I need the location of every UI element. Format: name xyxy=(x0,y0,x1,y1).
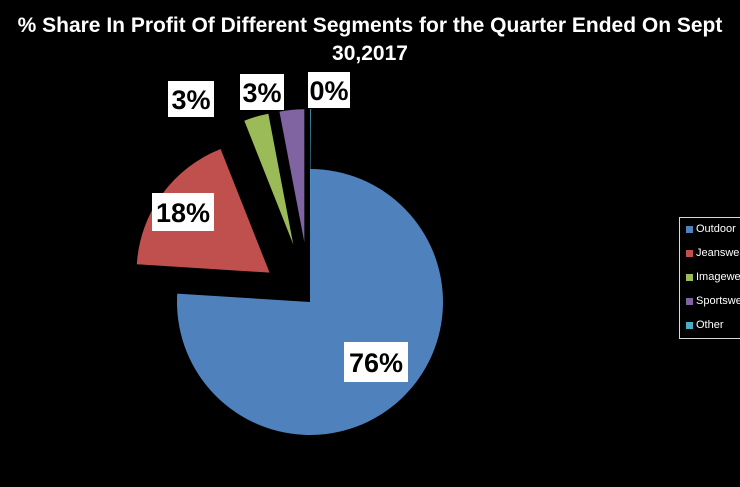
data-label-box xyxy=(344,342,408,382)
legend-label: Other xyxy=(696,319,724,331)
data-label-box xyxy=(308,72,350,108)
legend-label: Sportswear xyxy=(696,295,740,307)
data-label-text: 18% xyxy=(156,198,210,228)
chart-title-line2: 30,2017 xyxy=(332,42,408,65)
legend-item-outdoor: Outdoor xyxy=(686,222,736,236)
legend-swatch xyxy=(686,321,693,329)
legend-swatch xyxy=(686,225,693,233)
legend-item-sportswear: Sportswear xyxy=(686,294,740,308)
legend-item-other: Other xyxy=(686,318,724,332)
data-label-text: 0% xyxy=(309,76,348,106)
data-label-sportswear: 3% xyxy=(240,74,284,110)
legend-item-imagewear: Imagewear xyxy=(686,270,740,284)
data-label-text: 3% xyxy=(242,78,281,108)
legend-label: Imagewear xyxy=(696,271,740,283)
data-label-other: 0% xyxy=(308,72,350,108)
pie-slice-other xyxy=(310,109,311,243)
data-label-jeanswear: 18% xyxy=(152,193,214,231)
chart-title-line1: % Share In Profit Of Different Segments … xyxy=(17,14,723,37)
legend-swatch xyxy=(686,297,693,305)
data-label-imagewear: 3% xyxy=(168,81,214,117)
chart-title: % Share In Profit Of Different Segments … xyxy=(0,12,740,68)
data-label-outdoor: 76% xyxy=(344,342,408,382)
chart-legend: Outdoor Jeanswear Imagewear Sportswear Other xyxy=(679,217,740,339)
data-label-text: 3% xyxy=(171,85,210,115)
legend-label: Outdoor xyxy=(696,223,736,235)
data-label-box xyxy=(240,74,284,110)
legend-swatch xyxy=(686,249,693,257)
data-label-box xyxy=(152,193,214,231)
data-label-box xyxy=(168,81,214,117)
pie-slice-sportswear xyxy=(279,109,305,243)
pie-slice-imagewear xyxy=(244,113,294,245)
legend-item-jeanswear: Jeanswear xyxy=(686,246,740,260)
legend-label: Jeanswear xyxy=(696,247,740,259)
legend-swatch xyxy=(686,273,693,281)
data-label-text: 76% xyxy=(349,348,403,378)
